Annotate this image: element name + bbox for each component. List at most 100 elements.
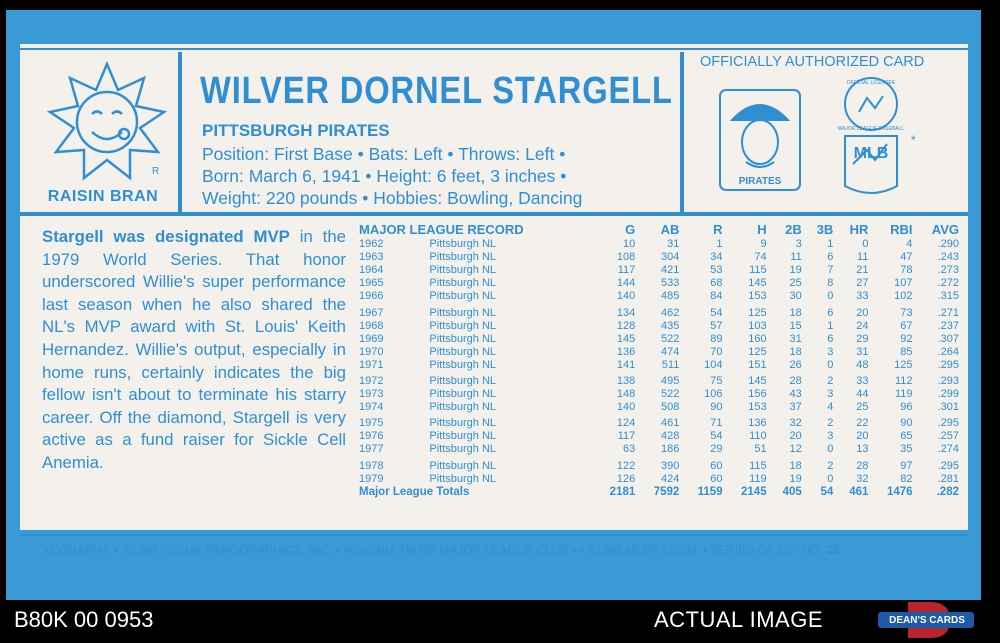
stats-cell: 134	[616, 306, 636, 319]
stats-row: 1973 Pittsburgh NL 148 522 106 156 43 3 44 119 .29…	[356, 388, 962, 401]
stats-cell: 0	[862, 238, 869, 251]
logo-text: DEAN'S CARDS	[889, 615, 965, 626]
pirates-label: PIRATES	[739, 176, 782, 187]
stats-cell: 24	[856, 319, 869, 332]
bio-line: Weight: 220 pounds • Hobbies: Bowling, D…	[202, 188, 583, 208]
stats-row: 1979 Pittsburgh NL 126 424 60 119 19 0 32 82 .281	[356, 473, 962, 486]
stats-cell: .243	[937, 251, 959, 264]
stats-header: H	[757, 221, 767, 237]
stats-club: Pittsburgh NL	[429, 238, 497, 251]
stats-cell: 104	[704, 358, 723, 371]
stats-cell: 33	[856, 290, 869, 303]
stats-cell: 117	[617, 430, 636, 443]
stats-row: 1977 Pittsburgh NL 63 186 29 51 12 0 13 35 .274	[356, 443, 962, 456]
card-back: R RAISIN BRAN WILVER DORNEL STARGELL PIT…	[6, 10, 981, 600]
stats-cell: 32	[856, 472, 869, 485]
stats-cell: 102	[894, 290, 913, 303]
stats-year: 1978	[359, 459, 384, 472]
stats-cell: 27	[856, 277, 869, 290]
stats-cell: 461	[660, 417, 680, 430]
stats-cell: 92	[900, 332, 913, 345]
stats-cell: 4	[827, 401, 834, 414]
stats-cell: 141	[616, 358, 636, 371]
stats-cell: 82	[900, 472, 913, 485]
stats-cell: 68	[710, 277, 723, 290]
stats-year: 1971	[359, 358, 384, 371]
stats-cell: 428	[660, 430, 680, 443]
player-story: Stargell was designated MVP in the 1979 …	[42, 226, 346, 475]
stats-cell: 20	[856, 306, 869, 319]
divider	[20, 212, 968, 216]
stats-year: 1975	[359, 417, 384, 430]
stats-cell: 75	[710, 374, 723, 387]
stats-club: Pittsburgh NL	[429, 459, 497, 472]
stats-cell: 2	[827, 374, 834, 387]
stats-cell: 511	[661, 358, 680, 371]
stats-header: G	[625, 221, 636, 237]
stats-cell: .293	[937, 374, 959, 387]
stats-cell: .299	[937, 388, 959, 401]
stats-club: Pittsburgh NL	[429, 264, 497, 277]
stats-header-row: MAJOR LEAGUE RECORD G AB R H 2B 3B HR RB…	[356, 220, 962, 238]
stats-cell: 71	[710, 417, 723, 430]
stats-cell: .315	[937, 290, 959, 303]
stats-year: 1968	[359, 319, 384, 332]
stats-cell: 138	[616, 374, 636, 387]
stats-cell: 96	[900, 401, 913, 414]
stats-cell: 84	[710, 290, 723, 303]
stats-cell: 435	[660, 319, 680, 332]
stats-cell: 108	[616, 251, 636, 264]
stats-cell: 522	[660, 332, 680, 345]
stats-cell: 2	[827, 459, 834, 472]
stats-cell: 18	[789, 459, 802, 472]
stats-club: Pittsburgh NL	[429, 443, 497, 456]
trademark-mark: R	[152, 166, 159, 177]
stats-cell: 48	[856, 358, 869, 371]
stats-cell: .295	[937, 358, 959, 371]
mlb-logo-icon: OFFICIAL LICENSEE MAJOR LEAGUE BASEBALL …	[838, 77, 916, 194]
stats-cell: 19	[789, 264, 802, 277]
stats-cell: 1	[827, 238, 834, 251]
stats-year: 1967	[359, 306, 384, 319]
stats-cell: 32	[789, 417, 802, 430]
stats-cell: 107	[894, 277, 913, 290]
stats-cell: 60	[710, 459, 723, 472]
stats-header: MAJOR LEAGUE RECORD	[359, 221, 524, 237]
stats-cell: 57	[710, 319, 723, 332]
stats-year: 1963	[359, 251, 384, 264]
stats-row: 1965 Pittsburgh NL 144 533 68 145 25 8 27 107 .272	[356, 277, 962, 290]
stats-cell: 31	[667, 238, 680, 251]
stats-cell: 1	[716, 238, 723, 251]
stats-cell: 522	[660, 388, 680, 401]
stats-cell: .257	[937, 430, 959, 443]
stats-cell: 0	[827, 472, 834, 485]
stats-cell: 25	[856, 401, 869, 414]
stats-cell: 8	[827, 277, 834, 290]
stats-club: Pittsburgh NL	[429, 319, 497, 332]
mlb-top-label: OFFICIAL LICENSEE	[847, 80, 896, 86]
asterisk-mark: *	[911, 133, 916, 147]
stats-year: 1976	[359, 430, 384, 443]
stats-cell: 103	[748, 319, 767, 332]
stats-club: Pittsburgh NL	[429, 290, 497, 303]
stats-cell: 78	[900, 264, 913, 277]
stats-cell: 508	[660, 401, 680, 414]
stats-cell: 1	[827, 319, 834, 332]
stats-cell: .281	[937, 472, 959, 485]
stats-club: Pittsburgh NL	[429, 306, 497, 319]
stats-cell: 90	[900, 417, 913, 430]
story-lead: Stargell was designated MVP	[42, 227, 290, 246]
stats-cell: 153	[748, 401, 767, 414]
totals-cell: 1159	[697, 485, 723, 498]
divider	[20, 48, 968, 50]
actual-image-label: ACTUAL IMAGE	[654, 607, 823, 632]
stats-cell: 145	[616, 332, 636, 345]
stats-cell: 12	[789, 443, 802, 456]
stats-cell: 6	[827, 332, 834, 345]
stats-header: 3B	[816, 221, 834, 237]
stats-row: 1972 Pittsburgh NL 138 495 75 145 28 2 33 112 .293	[356, 372, 962, 388]
stats-cell: 156	[748, 388, 767, 401]
stats-row: 1978 Pittsburgh NL 122 390 60 115 18 2 28 97 .295	[356, 457, 962, 473]
stats-club: Pittsburgh NL	[429, 251, 497, 264]
stats-cell: 30	[789, 290, 802, 303]
